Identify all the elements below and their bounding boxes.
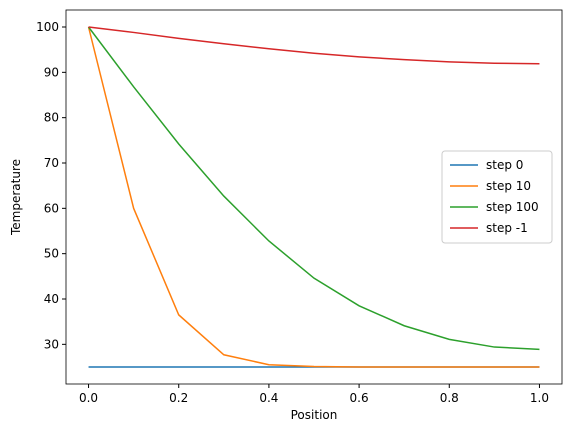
y-tick-label: 50: [44, 247, 59, 261]
data-line: [87, 26, 540, 368]
x-axis-label: Position: [291, 408, 338, 422]
x-tick-label: 1.0: [530, 391, 549, 405]
x-tick-label: 0.8: [440, 391, 459, 405]
legend-label: step 10: [486, 179, 531, 193]
y-tick-label: 60: [44, 201, 59, 215]
data-line: [88, 26, 540, 65]
legend-label: step -1: [486, 221, 528, 235]
plot-frame: [65, 9, 563, 385]
legend-label: step 100: [486, 200, 539, 214]
x-tick-label: 0.2: [169, 391, 188, 405]
y-axis-label: Temperature: [9, 159, 23, 236]
x-tick-label: 0.4: [259, 391, 278, 405]
legend: step 0 step 10 step 100 step -1: [441, 150, 553, 244]
legend-label: step 0: [486, 158, 523, 172]
y-tick-label: 100: [36, 20, 59, 34]
data-line: [87, 26, 540, 351]
y-tick-label: 40: [44, 292, 59, 306]
x-tick-label: 0.0: [79, 391, 98, 405]
x-tick-label: 0.6: [350, 391, 369, 405]
y-tick-label: 70: [44, 156, 59, 170]
y-tick-label: 30: [44, 337, 59, 351]
legend-box: [441, 150, 553, 244]
y-tick-label: 80: [44, 111, 59, 125]
y-tick-label: 90: [44, 65, 59, 79]
